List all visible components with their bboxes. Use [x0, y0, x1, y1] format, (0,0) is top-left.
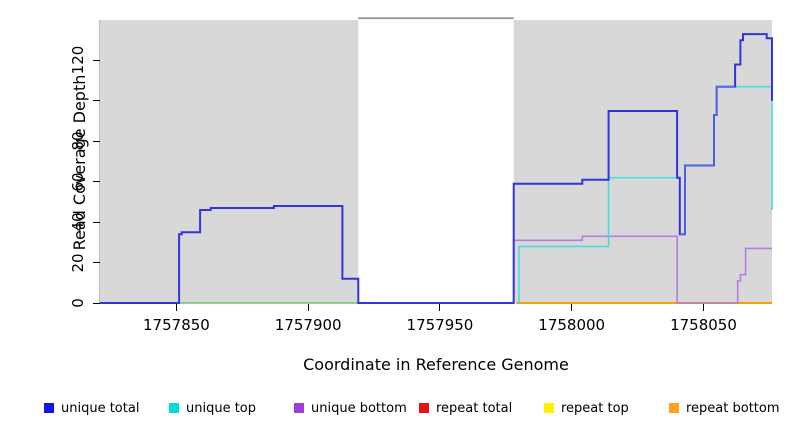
y-tick-mark	[93, 221, 100, 223]
legend-label: unique bottom	[311, 400, 407, 416]
legend-swatch-icon	[544, 403, 554, 413]
series-unique-top	[518, 85, 773, 303]
y-tick-mark	[93, 59, 100, 61]
y-tick-mark	[93, 140, 100, 142]
y-tick-label: 60	[69, 172, 87, 192]
x-tick-label: 1757850	[143, 316, 210, 334]
y-tick-label: 40	[69, 212, 87, 232]
legend-swatch-icon	[169, 403, 179, 413]
legend-swatch-icon	[44, 403, 54, 413]
legend-swatch-icon	[669, 403, 679, 413]
legend-swatch-icon	[419, 403, 429, 413]
series-unique-bottom	[358, 235, 772, 304]
legend-item-repeat-total: repeat total	[419, 399, 512, 417]
y-tick-label: 20	[69, 253, 87, 273]
legend-swatch-icon	[294, 403, 304, 413]
y-tick-mark	[93, 100, 100, 102]
legend-label: unique total	[61, 400, 140, 416]
x-tick-mark	[439, 304, 441, 311]
x-tick-label: 1757950	[406, 316, 474, 334]
legend-label: repeat bottom	[686, 400, 780, 416]
x-tick-mark	[175, 304, 177, 311]
series-unique-total-top-overlap	[679, 85, 736, 236]
x-tick-label: 1757900	[274, 316, 342, 334]
coverage-plot-svg	[100, 17, 773, 304]
legend-item-repeat-bottom: repeat bottom	[669, 399, 780, 417]
legend-item-unique-top: unique top	[169, 399, 256, 417]
x-tick-label: 1758050	[670, 316, 737, 334]
x-tick-mark	[571, 304, 573, 311]
series-unique-total	[100, 33, 773, 304]
y-tick-mark	[93, 181, 100, 183]
legend-label: repeat total	[436, 400, 513, 416]
y-tick-mark	[93, 302, 100, 304]
x-tick-mark	[702, 304, 704, 311]
y-tick-label: 0	[69, 298, 87, 308]
legend: unique total unique top unique bottom repea…	[0, 399, 792, 421]
x-axis-title: Coordinate in Reference Genome	[303, 355, 569, 374]
legend-item-repeat-top: repeat top	[544, 399, 629, 417]
y-tick-label: 120	[69, 46, 87, 75]
y-tick-label: 80	[69, 131, 87, 151]
plot-panel	[100, 17, 773, 304]
x-tick-label: 1758000	[538, 316, 606, 334]
legend-item-unique-total: unique total	[44, 399, 139, 417]
legend-label: repeat top	[561, 400, 629, 416]
masked-region	[358, 17, 514, 303]
legend-item-unique-bottom: unique bottom	[294, 399, 407, 417]
y-tick-mark	[93, 262, 100, 264]
x-tick-mark	[307, 304, 309, 311]
legend-label: unique top	[186, 400, 257, 416]
